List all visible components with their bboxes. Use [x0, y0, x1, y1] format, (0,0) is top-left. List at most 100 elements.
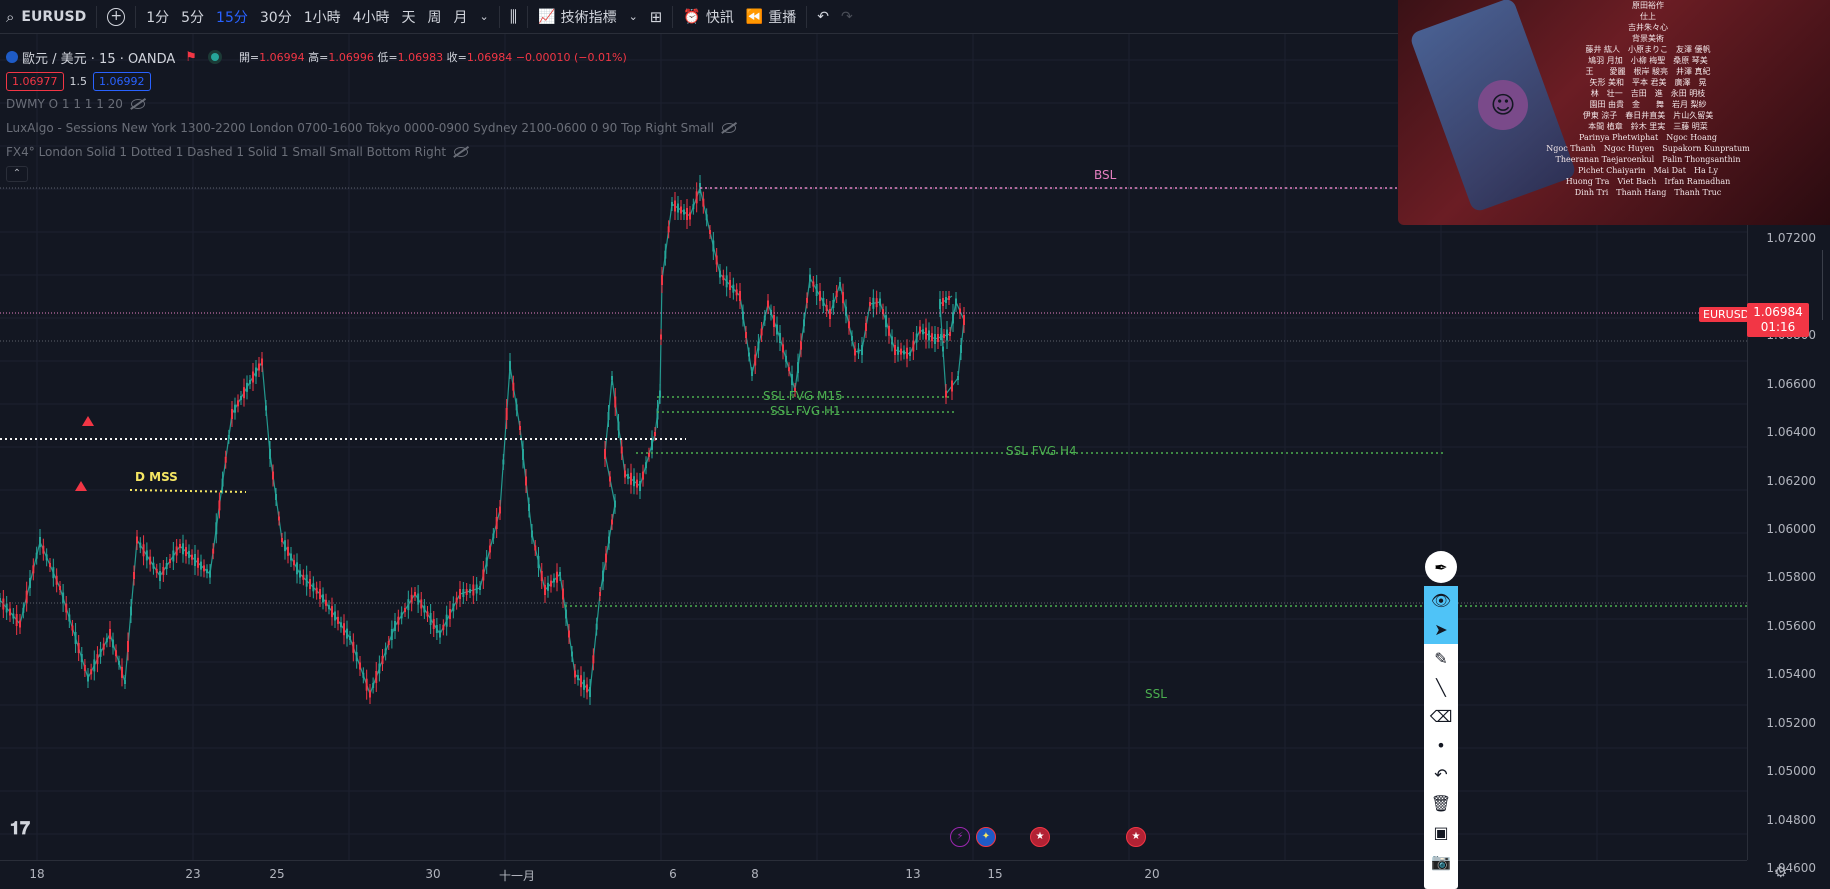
buy-button[interactable]: 1.06992 — [93, 71, 151, 91]
candle-body — [423, 605, 426, 613]
symbol-search[interactable]: ⌕ EURUSD — [0, 0, 92, 34]
time-tick: 15 — [987, 867, 1003, 881]
candle-body — [322, 594, 324, 603]
indicators-dropdown[interactable]: ⌄ — [623, 0, 644, 34]
candle-body — [599, 592, 601, 596]
candle-body — [45, 554, 48, 561]
divider — [672, 5, 674, 28]
ssl-fvg-h1-label[interactable]: SSL FVG H1 — [770, 404, 841, 418]
event-us-flag-icon[interactable]: ★ — [1126, 827, 1146, 847]
redo-button[interactable]: ↷ — [835, 0, 859, 34]
candle-body — [894, 345, 896, 355]
interval-1h[interactable]: 1小時 — [303, 9, 341, 26]
eye-off-icon[interactable] — [130, 99, 145, 109]
candle-body — [729, 280, 731, 290]
candle-body — [485, 557, 488, 567]
screenshot-tool[interactable]: 📷 — [1424, 847, 1458, 876]
event-lightning-icon[interactable]: ⚡ — [950, 827, 970, 847]
candle-body — [87, 674, 89, 682]
candle-body — [182, 543, 184, 555]
sell-button[interactable]: 1.06977 — [6, 71, 64, 91]
indicators-button[interactable]: 📈 技術指標 — [532, 0, 622, 34]
indicator-dwmy[interactable]: DWMY O 1 1 1 1 20 — [6, 92, 736, 116]
undo-tool[interactable]: ↶ — [1424, 760, 1458, 789]
candle-body — [231, 409, 233, 419]
candle-body — [118, 660, 120, 665]
event-us-flag-icon[interactable]: ★ — [1030, 827, 1050, 847]
candle-body — [420, 599, 423, 609]
interval-day[interactable]: 天 — [401, 9, 416, 26]
pen-tool-button[interactable]: ✒ — [1425, 551, 1457, 583]
interval-week[interactable]: 周 — [427, 9, 442, 26]
interval-4h[interactable]: 4小時 — [352, 9, 390, 26]
interval-5m[interactable]: 5分 — [181, 9, 205, 26]
candle-body — [861, 345, 863, 355]
whiteboard-tool[interactable]: ▣ — [1424, 818, 1458, 847]
bsl-label[interactable]: BSL — [1094, 168, 1117, 182]
candle-body — [960, 345, 962, 353]
cursor-tool[interactable]: ➤ — [1424, 615, 1458, 644]
candle-body — [400, 612, 403, 619]
video-overlay[interactable]: ☺ 原田裕作 仕上 吉井朱々心 背景美術 藤井 紘人 小原まりこ 友澤 優帆 鳩羽 月加 … — [1398, 0, 1830, 225]
low-label: 低= — [377, 51, 398, 64]
alerts-button[interactable]: ⏰ 快訊 — [677, 0, 739, 34]
dot-tool[interactable]: • — [1424, 731, 1458, 760]
eye-off-icon[interactable] — [454, 147, 469, 157]
price-axis-scroll[interactable] — [1822, 250, 1830, 320]
d-mss-label[interactable]: D MSS — [135, 470, 178, 484]
ssl-fvg-h4-label[interactable]: SSL FVG H4 — [1006, 444, 1077, 458]
line-tool[interactable]: ╲ — [1424, 673, 1458, 702]
candle-body — [410, 594, 413, 604]
ssl-label[interactable]: SSL — [1145, 687, 1167, 701]
grid-icon: ⊞ — [649, 7, 663, 26]
undo-button[interactable]: ↶ — [811, 0, 835, 34]
compare-button[interactable]: + — [101, 0, 131, 34]
eye-off-icon[interactable] — [721, 123, 736, 133]
interval-15m[interactable]: 15分 — [216, 9, 248, 26]
collapse-legend-button[interactable]: ⌃ — [6, 166, 28, 182]
indicator-sessions[interactable]: LuxAlgo - Sessions New York 1300-2200 Lo… — [6, 116, 736, 140]
candle-body — [93, 659, 96, 672]
candle-body — [568, 630, 570, 638]
interval-dropdown[interactable]: ⌄ — [474, 0, 495, 34]
candle-body — [556, 571, 558, 583]
candle-body — [934, 334, 936, 344]
credit-line: 園田 由貴 金 舞 岩月 梨紗 — [1589, 100, 1707, 109]
time-axis[interactable]: 18 23 25 30 十一月 6 8 13 15 20 — [0, 860, 1747, 889]
delete-tool[interactable]: 🗑 — [1424, 789, 1458, 818]
candle-body — [897, 346, 899, 355]
interval-month[interactable]: 月 — [453, 9, 468, 26]
time-tick: 6 — [669, 867, 677, 881]
flag-icon[interactable]: ⚑ — [185, 49, 197, 65]
tradingview-logo[interactable]: 𝟏𝟕 — [10, 818, 31, 839]
candle-body — [943, 334, 945, 338]
price-tick: 1.05800 — [1766, 570, 1816, 585]
candle-body — [492, 533, 495, 539]
replay-button[interactable]: ⏪ 重播 — [740, 0, 802, 34]
candle-body — [149, 556, 152, 565]
layout-button[interactable]: ⊞ — [644, 0, 669, 34]
currency-flag-icon — [6, 51, 18, 63]
legend-title[interactable]: 歐元 / 美元 · 15 · OANDA — [22, 51, 176, 67]
settings-gear-icon[interactable]: ⚙ — [1774, 863, 1788, 881]
candle-body — [614, 500, 616, 508]
candle-body — [397, 616, 400, 625]
visibility-tool[interactable]: 👁 — [1424, 586, 1458, 615]
candle-body — [945, 390, 947, 398]
event-eu-flag-icon[interactable]: ✦ — [976, 827, 996, 847]
candle-body — [845, 306, 847, 316]
highlighter-tool[interactable]: ✎ — [1424, 644, 1458, 673]
interval-1m[interactable]: 1分 — [146, 9, 170, 26]
candle-body — [188, 550, 190, 558]
candle-body — [509, 361, 511, 371]
chart-type-button[interactable]: ⫼ — [504, 0, 523, 34]
indicator-fx4[interactable]: FX4° London Solid 1 Dotted 1 Dashed 1 So… — [6, 140, 736, 164]
candle-body — [22, 607, 25, 613]
candle-body — [525, 476, 527, 486]
interval-30m[interactable]: 30分 — [259, 9, 292, 26]
eraser-tool[interactable]: ⌫ — [1424, 702, 1458, 731]
candle-body — [550, 580, 552, 587]
price-chart[interactable] — [0, 34, 1747, 860]
candle-body — [742, 311, 744, 320]
ssl-fvg-m15-label[interactable]: SSL FVG M15 — [763, 389, 843, 403]
